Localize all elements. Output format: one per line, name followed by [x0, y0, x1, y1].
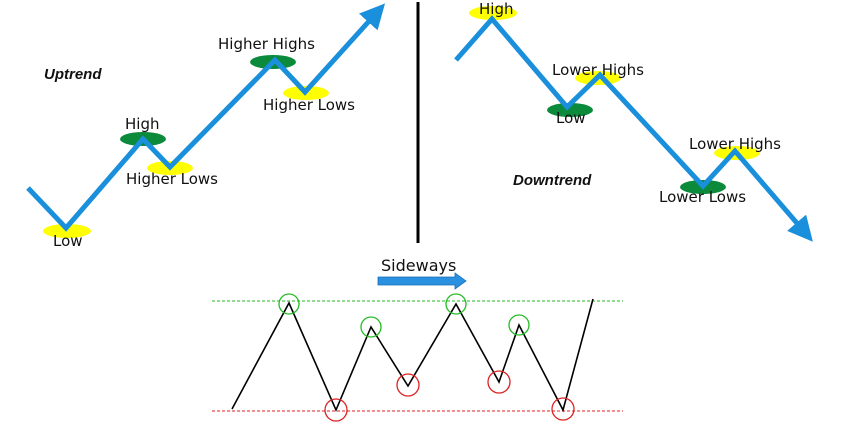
trough-circle	[324, 398, 348, 422]
uptrend-low-label: Low	[53, 232, 83, 250]
downtrend-high-marker	[469, 6, 517, 20]
uptrend-high-label: High	[125, 115, 159, 133]
sideways-panel: Sideways	[212, 256, 623, 422]
uptrend-line	[26, 3, 386, 232]
peak-circle	[445, 293, 467, 315]
uptrend-higher-highs-label: Higher Highs	[218, 35, 315, 53]
downtrend-high-label: High	[479, 0, 513, 18]
uptrend-panel: Uptrend Low High Higher Lows Higher High…	[26, 3, 386, 250]
peak-circle	[360, 316, 382, 338]
trough-circle	[487, 370, 511, 394]
peak-circle	[508, 314, 530, 336]
uptrend-higher-lows-label-2: Higher Lows	[263, 96, 355, 114]
downtrend-line	[454, 15, 813, 242]
downtrend-low-marker	[547, 103, 593, 117]
downtrend-lower-lows-label: Lower Lows	[659, 188, 746, 206]
downtrend-lower-highs-label-1: Lower Highs	[552, 61, 644, 79]
downtrend-lower-highs-label-2: Lower Highs	[689, 135, 781, 153]
trough-circle	[551, 397, 575, 421]
sideways-title: Sideways	[381, 256, 456, 275]
trough-circle	[396, 373, 420, 397]
downtrend-low-label: Low	[556, 109, 586, 127]
downtrend-panel: High Lower Highs Low Lower Highs Lower L…	[454, 0, 813, 242]
uptrend-title: Uptrend	[44, 66, 102, 83]
downtrend-title: Downtrend	[513, 172, 592, 189]
peak-circle	[278, 293, 300, 315]
uptrend-low-marker	[43, 224, 91, 238]
uptrend-higher-lows-label-1: Higher Lows	[126, 170, 218, 188]
sideways-arrow	[377, 272, 467, 290]
sideways-price-line	[231, 298, 594, 413]
